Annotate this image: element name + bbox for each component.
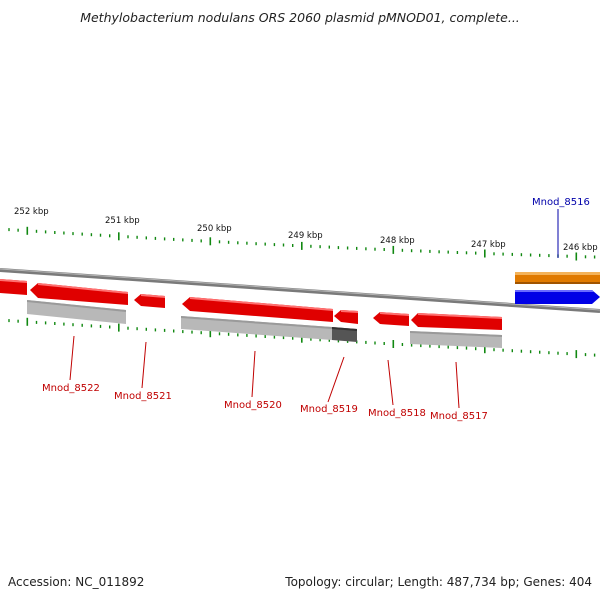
kbp-label-250: 250 kbp bbox=[197, 224, 232, 234]
leader-mnod-8520 bbox=[251, 350, 256, 398]
grey-feature-1[interactable] bbox=[27, 300, 126, 324]
gene-label-mnod-8521[interactable]: Mnod_8521 bbox=[114, 391, 172, 402]
gene-label-mnod-8522[interactable]: Mnod_8522 bbox=[42, 383, 100, 394]
kbp-label-249: 249 kbp bbox=[288, 231, 323, 241]
gene-mnod-8516[interactable] bbox=[515, 290, 600, 304]
tick-row-lower bbox=[8, 317, 596, 359]
gene-label-mnod-8516[interactable]: Mnod_8516 bbox=[532, 197, 590, 208]
gene-label-mnod-8519[interactable]: Mnod_8519 bbox=[300, 404, 358, 415]
kbp-label-252: 252 kbp bbox=[14, 207, 49, 217]
genome-backbone bbox=[0, 268, 600, 313]
kbp-label-248: 248 kbp bbox=[380, 236, 415, 246]
gene-label-mnod-8518[interactable]: Mnod_8518 bbox=[368, 408, 426, 419]
kbp-label-247: 247 kbp bbox=[471, 240, 506, 250]
gene-label-mnod-8517[interactable]: Mnod_8517 bbox=[430, 411, 488, 422]
leader-mnod-8521 bbox=[141, 341, 147, 389]
gene-mnod-8520[interactable] bbox=[182, 297, 333, 322]
gene-mnod-8519[interactable] bbox=[334, 310, 358, 324]
map-title: Methylobacterium nodulans ORS 2060 plasm… bbox=[80, 10, 520, 25]
grey-feature-3[interactable] bbox=[410, 331, 502, 348]
gene-mnod-8522[interactable] bbox=[30, 283, 128, 305]
leader-mnod-8519 bbox=[327, 356, 345, 403]
grey-feature-2[interactable] bbox=[181, 316, 332, 340]
accession-text: Accession: NC_011892 bbox=[8, 575, 145, 589]
grey-feature-dark[interactable] bbox=[332, 327, 357, 342]
tick-row-upper bbox=[8, 226, 596, 261]
gene-mnod-8517[interactable] bbox=[411, 313, 502, 330]
genome-backbone-highlight bbox=[0, 268, 600, 311]
gene-mnod-8521[interactable] bbox=[134, 294, 165, 308]
topology-summary: Topology: circular; Length: 487,734 bp; … bbox=[285, 575, 592, 589]
gene-left-edge[interactable] bbox=[0, 279, 27, 295]
gene-mnod-8518[interactable] bbox=[373, 312, 409, 326]
leader-mnod-8517 bbox=[455, 361, 460, 409]
leader-mnod-8522 bbox=[69, 335, 75, 381]
leader-mnod-8518 bbox=[387, 359, 394, 406]
kbp-label-246: 246 kbp bbox=[563, 243, 598, 253]
kbp-label-251: 251 kbp bbox=[105, 216, 140, 226]
orange-feature[interactable] bbox=[515, 272, 600, 284]
gene-label-mnod-8520[interactable]: Mnod_8520 bbox=[224, 400, 282, 411]
